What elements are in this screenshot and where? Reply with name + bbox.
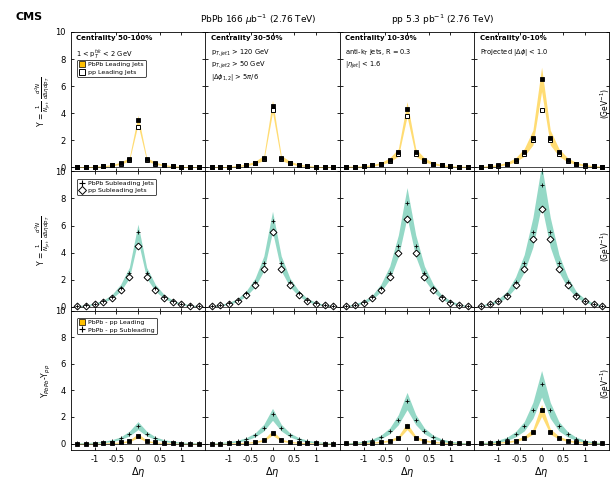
Text: (GeV$^{-1}$): (GeV$^{-1}$) [598, 230, 612, 262]
Text: p$_{T,jet2}$ > 50 GeV: p$_{T,jet2}$ > 50 GeV [210, 60, 265, 71]
Text: Projected |$\Delta\phi$| < 1.0: Projected |$\Delta\phi$| < 1.0 [480, 47, 548, 59]
Text: anti-k$_T$ jets, R = 0.3: anti-k$_T$ jets, R = 0.3 [345, 47, 412, 58]
Text: (GeV$^{-1}$): (GeV$^{-1}$) [598, 368, 612, 400]
Legend: PbPb Subleading Jets, pp Subleading Jets: PbPb Subleading Jets, pp Subleading Jets [76, 179, 156, 195]
Y-axis label: Y = $\frac{1}{N_{jet}}$ $\frac{d^2N}{d\Delta\eta\, dp_T}$: Y = $\frac{1}{N_{jet}}$ $\frac{d^2N}{d\D… [33, 76, 53, 127]
Text: Centrality 50-100%: Centrality 50-100% [76, 35, 153, 41]
Legend: PbPb - pp Leading, PbPb - pp Subleading: PbPb - pp Leading, PbPb - pp Subleading [76, 318, 157, 335]
Text: Centrality 0-10%: Centrality 0-10% [480, 35, 547, 41]
Text: pp 5.3 pb$^{-1}$ (2.76 TeV): pp 5.3 pb$^{-1}$ (2.76 TeV) [391, 12, 494, 27]
Text: p$_{T,jet1}$ > 120 GeV: p$_{T,jet1}$ > 120 GeV [210, 47, 269, 59]
Text: CMS: CMS [15, 12, 42, 22]
Text: |$\Delta\phi_{1,2}$| > 5$\pi$/6: |$\Delta\phi_{1,2}$| > 5$\pi$/6 [210, 72, 258, 84]
X-axis label: $\Delta\eta$: $\Delta\eta$ [131, 465, 145, 479]
Text: PbPb 166 $\mu$b$^{-1}$ (2.76 TeV): PbPb 166 $\mu$b$^{-1}$ (2.76 TeV) [200, 12, 317, 27]
Legend: PbPb Leading Jets, pp Leading Jets: PbPb Leading Jets, pp Leading Jets [76, 60, 146, 77]
Text: 1 < p$_T^{trk}$ < 2 GeV: 1 < p$_T^{trk}$ < 2 GeV [76, 47, 133, 61]
X-axis label: $\Delta\eta$: $\Delta\eta$ [265, 465, 280, 479]
Y-axis label: Y$_{PbPb}$-Y$_{pp}$: Y$_{PbPb}$-Y$_{pp}$ [39, 364, 53, 398]
X-axis label: $\Delta\eta$: $\Delta\eta$ [534, 465, 549, 479]
Y-axis label: Y = $\frac{1}{N_{jet}}$ $\frac{d^2N}{d\Delta\eta\, dp_T}$: Y = $\frac{1}{N_{jet}}$ $\frac{d^2N}{d\D… [33, 215, 53, 267]
Text: Centrality 10-30%: Centrality 10-30% [345, 35, 417, 41]
Text: |$\eta_{jet}$| < 1.6: |$\eta_{jet}$| < 1.6 [345, 60, 382, 71]
Text: (GeV$^{-1}$): (GeV$^{-1}$) [598, 88, 612, 119]
Text: Centrality 30-50%: Centrality 30-50% [210, 35, 282, 41]
X-axis label: $\Delta\eta$: $\Delta\eta$ [400, 465, 415, 479]
